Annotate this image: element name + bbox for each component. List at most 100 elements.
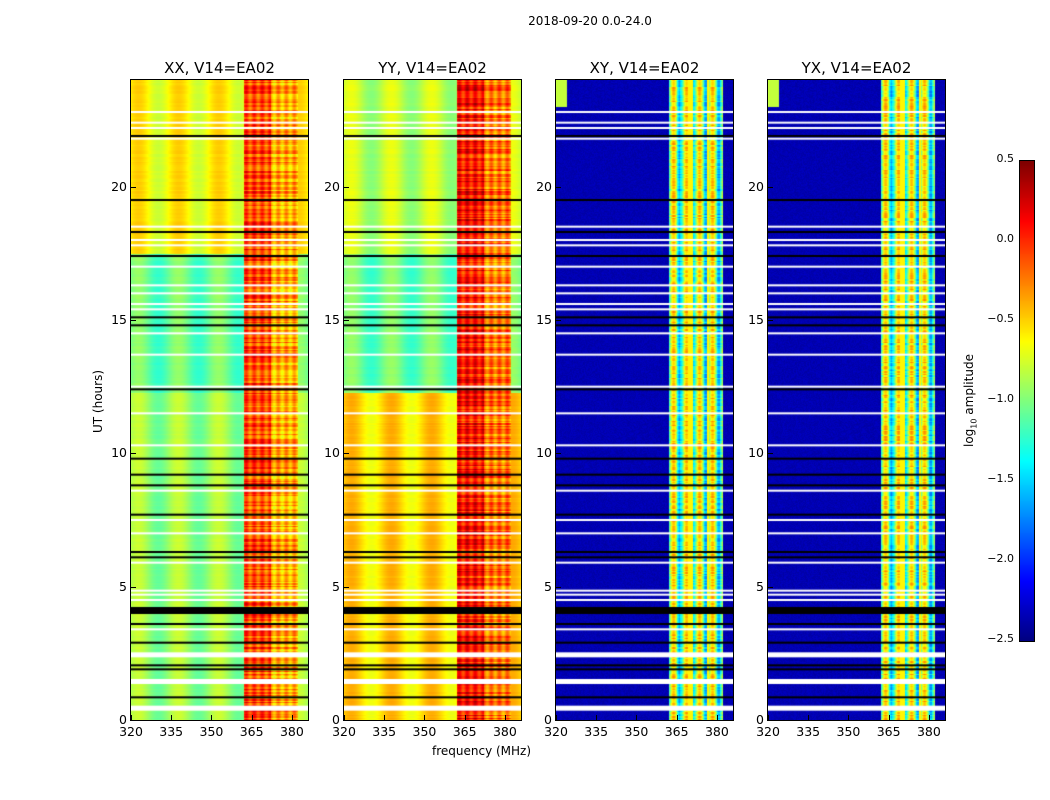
x-tick-mark — [888, 715, 890, 720]
y-tick-label: 20 — [748, 178, 764, 194]
x-tick-label: 365 — [664, 724, 689, 739]
x-tick-label: 320 — [544, 724, 568, 739]
x-tick-mark — [464, 715, 466, 720]
y-tick-mark — [131, 186, 136, 188]
colorbar-tick-label: 0.0 — [996, 232, 1015, 245]
y-tick-label: 0 — [544, 712, 552, 727]
y-tick-mark — [344, 720, 349, 721]
y-tick-mark — [556, 186, 561, 188]
panel-title: XX, V14=EA02 — [164, 59, 275, 77]
y-tick-label: 20 — [111, 178, 127, 194]
y-tick-label: 0 — [756, 712, 764, 727]
y-tick-label: 20 — [536, 178, 552, 194]
colorbar-label-sub: 10 — [969, 418, 979, 429]
x-tick-mark — [636, 715, 638, 720]
y-tick-mark — [556, 720, 561, 721]
x-tick-label: 320 — [119, 724, 143, 739]
y-tick-mark — [556, 453, 561, 455]
x-tick-mark — [291, 715, 293, 720]
x-tick-label: 365 — [876, 724, 901, 739]
y-tick-mark — [344, 320, 349, 321]
x-tick-label: 335 — [796, 724, 821, 739]
colorbar-tick-label: −2.5 — [987, 632, 1014, 645]
y-tick-mark — [556, 586, 561, 588]
y-tick-label: 15 — [748, 312, 764, 327]
y-tick-mark — [344, 186, 349, 188]
x-tick-label: 365 — [239, 724, 264, 739]
y-tick-label: 15 — [536, 312, 552, 327]
y-tick-mark — [344, 453, 349, 455]
x-tick-label: 320 — [332, 724, 356, 739]
y-axis-label: UT (hours) — [91, 369, 105, 433]
x-tick-label: 380 — [916, 724, 941, 739]
y-tick-label: 10 — [748, 445, 764, 461]
x-tick-mark — [424, 715, 426, 720]
heatmap-image — [556, 80, 733, 720]
x-tick-mark — [596, 715, 598, 720]
y-tick-label: 5 — [119, 578, 127, 594]
y-tick-label: 15 — [111, 312, 127, 327]
colorbar-gradient — [1020, 161, 1034, 641]
heatmap-image — [131, 80, 308, 720]
x-tick-label: 335 — [584, 724, 609, 739]
x-tick-label: 320 — [756, 724, 780, 739]
y-tick-label: 0 — [119, 712, 127, 727]
x-tick-mark — [171, 715, 173, 720]
y-tick-mark — [556, 320, 561, 321]
y-tick-label: 0 — [332, 712, 340, 727]
x-tick-mark — [384, 715, 386, 720]
x-tick-mark — [556, 715, 557, 720]
x-tick-mark — [251, 715, 253, 720]
x-tick-mark — [344, 715, 345, 720]
colorbar-label-main: amplitude — [962, 354, 976, 415]
y-tick-label: 15 — [324, 312, 340, 327]
y-tick-mark — [768, 320, 773, 321]
colorbar-tick-label: −0.5 — [987, 312, 1014, 325]
heatmap-panel — [343, 79, 522, 721]
y-tick-label: 5 — [544, 578, 552, 594]
y-tick-mark — [768, 586, 773, 588]
x-tick-label: 380 — [492, 724, 517, 739]
colorbar-tick-label: −1.0 — [987, 392, 1014, 405]
y-tick-mark — [131, 720, 136, 721]
colorbar-label-log: log — [962, 428, 976, 447]
heatmap-image — [768, 80, 945, 720]
x-tick-mark — [211, 715, 213, 720]
heatmap-panel — [555, 79, 734, 721]
x-tick-label: 365 — [452, 724, 477, 739]
colorbar-label: log10 amplitude — [962, 354, 978, 447]
x-tick-label: 350 — [624, 724, 649, 739]
y-tick-mark — [768, 186, 773, 188]
x-tick-mark — [928, 715, 930, 720]
panel-title: YX, V14=EA02 — [801, 59, 912, 77]
y-tick-mark — [131, 586, 136, 588]
x-tick-label: 350 — [199, 724, 224, 739]
y-tick-label: 10 — [111, 445, 127, 461]
x-tick-label: 380 — [704, 724, 729, 739]
x-tick-mark — [848, 715, 850, 720]
x-tick-label: 335 — [159, 724, 184, 739]
heatmap-panel — [130, 79, 309, 721]
colorbar-tick-label: −1.5 — [987, 472, 1014, 485]
y-tick-label: 5 — [332, 578, 340, 594]
x-tick-mark — [716, 715, 718, 720]
y-tick-label: 5 — [756, 578, 764, 594]
x-tick-label: 350 — [412, 724, 437, 739]
y-tick-mark — [131, 320, 136, 321]
y-tick-label: 10 — [324, 445, 340, 461]
x-axis-label: frequency (MHz) — [432, 744, 532, 758]
x-tick-label: 350 — [836, 724, 861, 739]
figure-suptitle: 2018-09-20 0.0-24.0 — [528, 14, 652, 28]
panel-title: XY, V14=EA02 — [589, 59, 700, 77]
x-tick-mark — [131, 715, 132, 720]
colorbar-tick-label: 0.5 — [996, 152, 1015, 165]
y-tick-mark — [131, 453, 136, 455]
heatmap-panel — [767, 79, 946, 721]
y-tick-label: 20 — [324, 178, 340, 194]
heatmap-image — [344, 80, 521, 720]
y-tick-label: 10 — [536, 445, 552, 461]
x-tick-label: 380 — [279, 724, 304, 739]
x-tick-mark — [676, 715, 678, 720]
y-tick-mark — [768, 720, 773, 721]
